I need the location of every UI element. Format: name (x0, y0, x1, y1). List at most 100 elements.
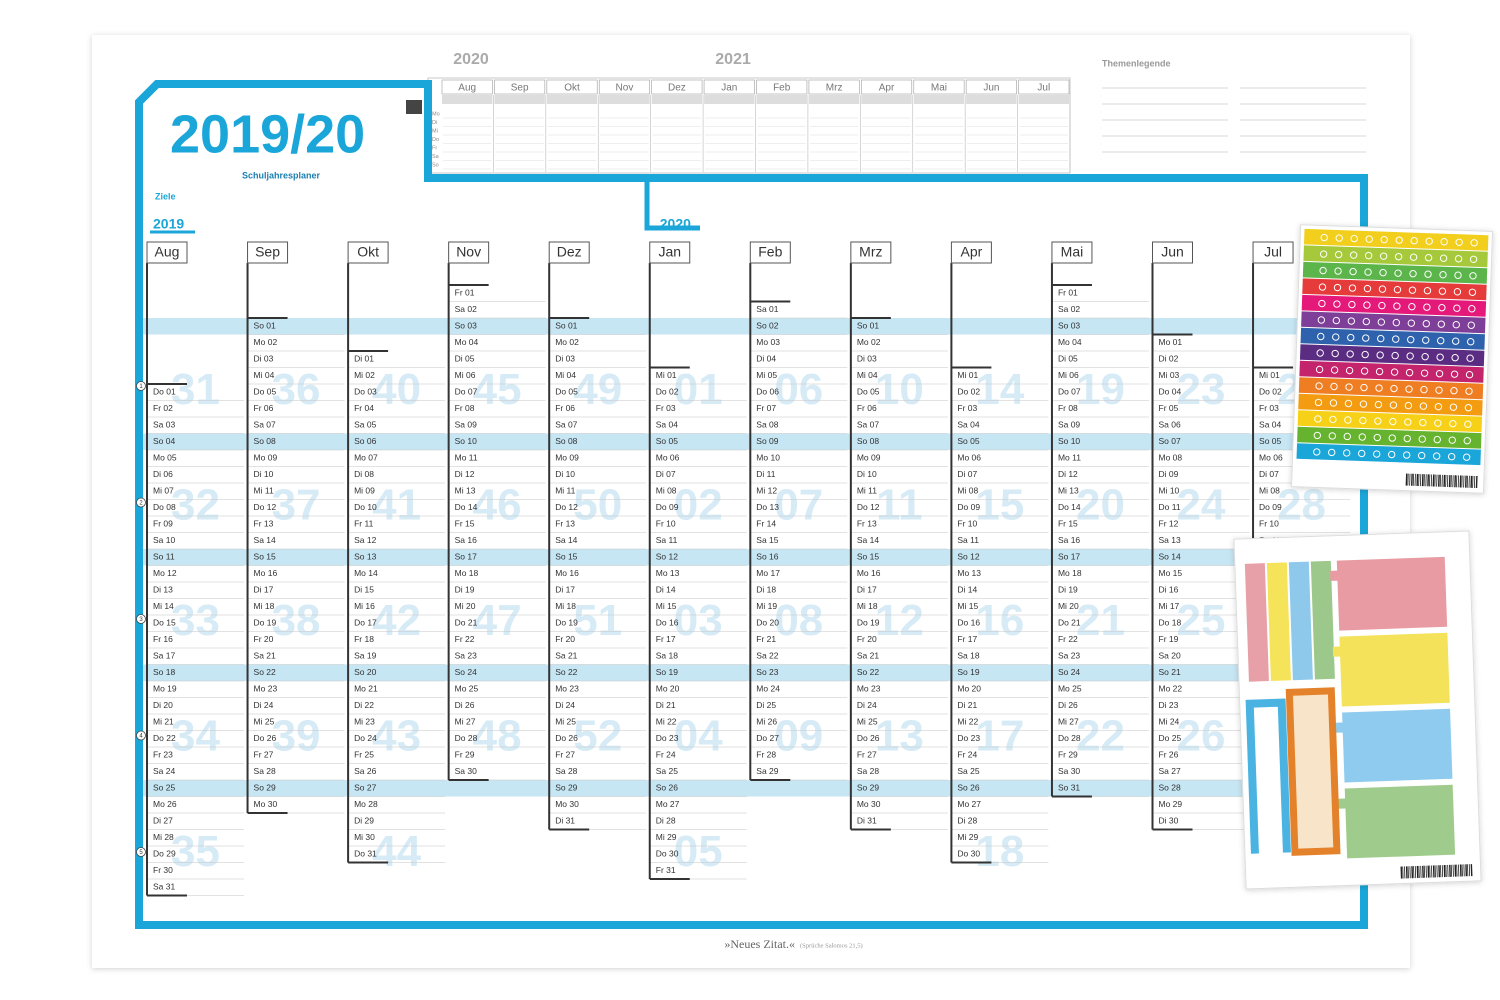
barcode-bar (1466, 475, 1469, 488)
day-label: Fr 10 (957, 519, 977, 529)
sticker-icon (1465, 387, 1473, 395)
day-label: Mo 23 (254, 684, 278, 694)
sticker-icon (1465, 371, 1474, 379)
week-number: 34 (171, 711, 220, 760)
day-label: Do 30 (656, 849, 679, 859)
day-label: Mi 11 (857, 486, 877, 496)
day-label: Fr 06 (254, 403, 274, 413)
day-label: Fr 03 (957, 403, 977, 413)
sticker-icon (1358, 433, 1366, 441)
day-label: Di 26 (1058, 700, 1078, 710)
week-number: 13 (875, 711, 924, 760)
day-label: Di 19 (455, 585, 475, 595)
month-name: Sep (255, 244, 280, 260)
month-rule (246, 263, 288, 814)
sticker-icon (1434, 402, 1443, 411)
day-label: Do 19 (555, 618, 578, 628)
day-label: Mi 25 (254, 717, 275, 727)
day-label: So 10 (455, 436, 477, 446)
day-label: Mo 20 (957, 684, 981, 694)
month-name: Nov (456, 244, 481, 260)
mini-weekday: Di (432, 120, 437, 126)
sticker-icon (1395, 236, 1403, 244)
barcode-bar (1457, 475, 1460, 488)
day-label: Fr 18 (354, 634, 374, 644)
sticker-icon (1375, 384, 1383, 392)
day-label: Fr 16 (153, 634, 173, 644)
day-label: Do 05 (857, 387, 880, 397)
day-label: Mi 23 (354, 717, 375, 727)
day-label: Di 22 (354, 700, 374, 710)
sticker-icon (1419, 418, 1427, 427)
day-label: Sa 18 (656, 651, 678, 661)
barcode-bar (1425, 474, 1427, 487)
week-number: 01 (674, 365, 723, 414)
day-label: Mo 30 (254, 799, 278, 809)
day-label: Sa 24 (153, 766, 175, 776)
month-rule (1151, 263, 1193, 831)
day-label: Fr 28 (756, 750, 776, 760)
sticker-icon (1389, 401, 1398, 409)
barcode-bar (1438, 865, 1441, 878)
day-label: Sa 11 (957, 535, 979, 545)
day-label: Di 10 (555, 469, 575, 479)
week-number: 22 (1076, 711, 1125, 760)
day-label: Mi 04 (857, 370, 878, 380)
day-label: So 24 (455, 667, 477, 677)
mini-week-row (913, 95, 965, 104)
sticker-icon (1374, 400, 1383, 409)
month-tab (448, 241, 490, 264)
day-label: So 08 (555, 436, 577, 446)
tab-block (1335, 708, 1453, 783)
barcode-bar (1473, 475, 1476, 488)
day-label: Mo 02 (254, 337, 278, 347)
barcode-bar (1413, 866, 1415, 879)
barcode-bar (1438, 474, 1440, 487)
day-label: Di 07 (1259, 469, 1279, 479)
frame-sticker (1285, 687, 1341, 856)
week-number: 15 (975, 480, 1024, 529)
barcode-bar (1468, 864, 1471, 877)
day-label: So 13 (354, 552, 376, 562)
day-label: Mo 08 (1159, 453, 1183, 463)
day-label: Do 10 (354, 502, 377, 512)
day-label: Mi 27 (1058, 717, 1079, 727)
day-label: Sa 04 (656, 420, 678, 430)
barcode-bar (1465, 864, 1468, 877)
sticker-icon (1379, 268, 1387, 277)
week-number: 40 (372, 365, 421, 414)
sticker-icon (1393, 302, 1401, 310)
sunday-band (143, 318, 1361, 335)
day-label: Mo 03 (756, 337, 780, 347)
day-label: Mi 16 (354, 601, 375, 611)
sticker-icon (1438, 304, 1446, 312)
day-label: Fr 17 (656, 634, 676, 644)
sticker-icon (1392, 335, 1400, 343)
day-label: Mi 09 (354, 486, 375, 496)
day-label: Di 03 (857, 354, 877, 364)
day-label: Mo 11 (455, 453, 478, 463)
barcode-bar (1445, 474, 1447, 487)
day-label: Mo 27 (957, 799, 981, 809)
sticker-icon (1334, 250, 1343, 259)
day-label: Mi 08 (1259, 486, 1280, 496)
day-label: Fr 08 (1058, 403, 1078, 413)
day-label: Do 26 (555, 733, 578, 743)
sticker-icon (1380, 235, 1388, 244)
day-label: Mi 08 (656, 486, 677, 496)
day-label: So 10 (1058, 436, 1080, 446)
day-label: Mi 06 (455, 370, 476, 380)
barcode-bar (1440, 865, 1442, 878)
sunday-band (143, 664, 1361, 681)
day-label: Do 30 (957, 849, 980, 859)
barcode-bar (1454, 864, 1457, 877)
day-label: Fr 20 (555, 634, 575, 644)
day-label: Mi 25 (857, 717, 878, 727)
day-label: Do 26 (254, 733, 277, 743)
barcode-bar (1429, 474, 1431, 487)
day-label: Mo 24 (756, 684, 780, 694)
day-label: Mo 15 (1159, 568, 1183, 578)
day-label: So 19 (656, 667, 678, 677)
sticker-icon (1434, 419, 1442, 427)
day-label: Di 28 (957, 816, 977, 826)
